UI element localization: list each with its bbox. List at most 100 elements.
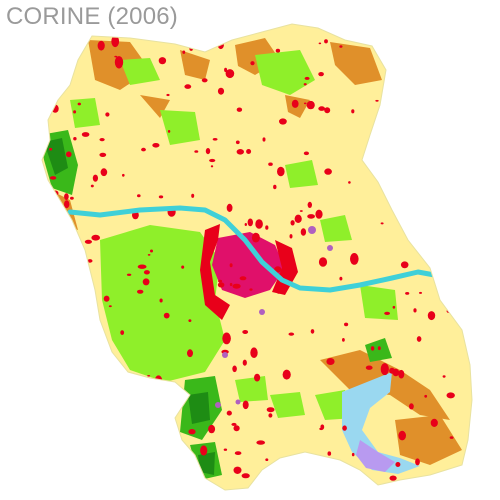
settlement-blob (232, 365, 237, 373)
settlement-blob (138, 458, 143, 463)
settlement-blob (233, 425, 240, 432)
settlement-blob (416, 191, 421, 195)
settlement-blob (265, 458, 269, 462)
settlement-blob (365, 365, 373, 370)
city-center (212, 232, 285, 298)
settlement-blob (282, 369, 291, 380)
settlement-blob (157, 449, 164, 459)
settlement-blob (166, 93, 170, 97)
settlement-blob (429, 216, 438, 224)
settlement-blob (242, 400, 249, 410)
settlement-blob (92, 174, 98, 182)
settlement-blob (194, 150, 199, 153)
settlement-blob (324, 39, 328, 44)
settlement-blob (318, 106, 326, 111)
settlement-blob (400, 261, 409, 269)
settlement-blob (300, 228, 307, 236)
settlement-blob (114, 56, 124, 69)
settlement-blob (201, 78, 208, 83)
settlement-blob (395, 462, 401, 467)
settlement-blob (391, 117, 397, 122)
settlement-blob (209, 158, 216, 163)
settlement-blob (256, 440, 266, 445)
settlement-blob (142, 431, 148, 436)
settlement-blob (265, 225, 269, 230)
settlement-blob (268, 162, 273, 166)
settlement-blob (144, 459, 148, 465)
settlement-blob (53, 286, 61, 295)
settlement-blob (351, 109, 355, 114)
settlement-blob (87, 259, 93, 263)
settlement-blob (111, 35, 120, 48)
settlement-blob (351, 452, 355, 457)
settlement-blob (380, 363, 389, 376)
settlement-blob (105, 112, 110, 117)
settlement-blob (319, 427, 324, 431)
settlement-blob (66, 151, 72, 158)
settlement-blob (262, 137, 266, 142)
settlement-blob (114, 476, 120, 481)
settlement-blob (58, 387, 68, 394)
settlement-blob (108, 305, 112, 308)
settlement-blob (304, 76, 310, 80)
settlement-blob (42, 255, 48, 259)
settlement-blob (303, 83, 307, 86)
settlement-blob (439, 170, 448, 180)
settlement-blob (79, 367, 87, 374)
settlement-blob (93, 389, 102, 397)
settlement-blob (90, 184, 94, 188)
settlement-blob (389, 475, 397, 481)
settlement-blob (441, 39, 447, 43)
settlement-blob (150, 249, 153, 253)
settlement-blob (266, 407, 275, 413)
settlement-blob (167, 130, 171, 133)
settlement-blob (181, 265, 185, 269)
settlement-blob (268, 413, 273, 418)
settlement-blob (377, 346, 381, 351)
urban-fabric (200, 224, 298, 320)
settlement-blob (137, 194, 141, 198)
settlement-blob (241, 473, 250, 479)
settlement-blob (430, 418, 438, 427)
settlement-blob (453, 476, 458, 479)
settlement-blob (242, 359, 247, 366)
wetland-patch (356, 440, 395, 472)
settlement-blob (446, 267, 450, 271)
settlement-blob (229, 263, 233, 268)
settlement-blob (274, 266, 282, 273)
settlement-blob (400, 52, 404, 56)
settlement-blob (443, 182, 449, 188)
settlement-blob (226, 203, 233, 212)
settlement-blob (339, 276, 343, 281)
settlement-blob (303, 151, 309, 156)
settlement-blob (348, 181, 351, 184)
settlement-blob (208, 424, 216, 434)
settlement-blob (122, 173, 125, 177)
settlement-blob (232, 283, 241, 289)
settlement-blob (158, 57, 167, 65)
settlement-blob (242, 330, 249, 334)
settlement-blob (236, 107, 243, 112)
settlement-blob (385, 145, 394, 151)
settlement-blob (113, 378, 121, 388)
settlement-blob (344, 322, 349, 327)
settlement-blob (233, 466, 242, 474)
settlement-blob (370, 346, 375, 351)
settlement-blob (170, 441, 177, 447)
settlement-blob (324, 107, 331, 114)
settlement-blob (81, 132, 90, 137)
settlement-blob (64, 193, 69, 201)
settlement-blob (398, 369, 405, 379)
settlement-blob (61, 219, 69, 228)
settlement-blob (255, 219, 263, 229)
settlement-blob (182, 50, 186, 54)
settlement-blob (449, 436, 454, 439)
settlement-blob (289, 234, 293, 239)
settlement-blob (413, 58, 421, 64)
settlement-blob (63, 200, 70, 209)
settlement-blob (315, 209, 323, 219)
settlement-blob (406, 221, 412, 228)
settlement-blob (191, 193, 195, 198)
settlement-blob (156, 465, 162, 470)
settlement-blob (73, 137, 77, 141)
